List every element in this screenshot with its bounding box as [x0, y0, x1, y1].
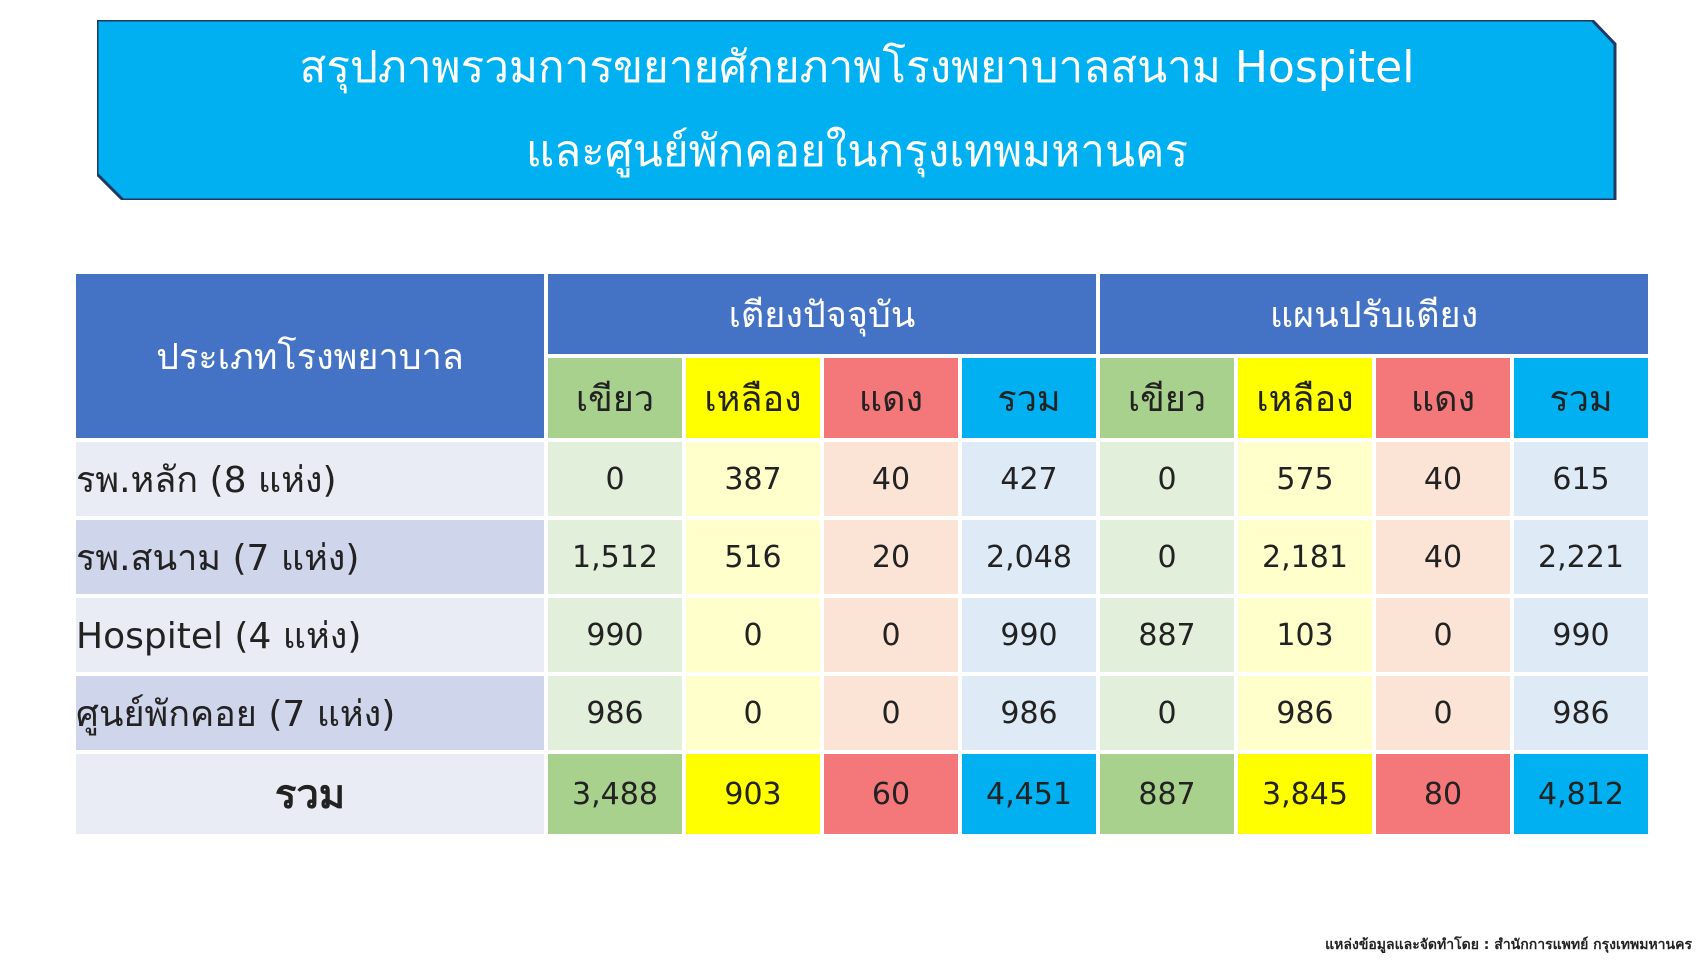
banner-title-line1: สรุปภาพรวมการขยายศักยภาพโรงพยาบาลสนาม Ho… [299, 42, 1415, 93]
cell-plan-total: 990 [1514, 598, 1648, 672]
cell-current-red: 40 [824, 442, 958, 516]
banner-title-line2: และศูนย์พักคอยในกรุงเทพมหานคร [525, 126, 1189, 177]
total-current-yellow: 903 [686, 754, 820, 834]
row-name: รพ.หลัก (8 แห่ง) [76, 442, 544, 516]
cell-current-green: 986 [548, 676, 682, 750]
cell-current-yellow: 0 [686, 598, 820, 672]
total-row: รวม 3,488 903 60 4,451 887 3,845 80 4,81… [76, 754, 1648, 834]
cell-current-yellow: 0 [686, 676, 820, 750]
table-row: Hospitel (4 แห่ง) 990 0 0 990 887 103 0 … [76, 598, 1648, 672]
plan-red-header: แดง [1376, 358, 1510, 438]
cell-current-yellow: 387 [686, 442, 820, 516]
plan-beds-header: แผนปรับเตียง [1100, 274, 1648, 354]
cell-current-total: 2,048 [962, 520, 1096, 594]
plan-green-header: เขียว [1100, 358, 1234, 438]
total-current-red: 60 [824, 754, 958, 834]
cell-current-yellow: 516 [686, 520, 820, 594]
current-green-header: เขียว [548, 358, 682, 438]
title-banner: สรุปภาพรวมการขยายศักยภาพโรงพยาบาลสนาม Ho… [97, 20, 1617, 200]
cell-plan-yellow: 986 [1238, 676, 1372, 750]
cell-current-green: 990 [548, 598, 682, 672]
cell-current-green: 1,512 [548, 520, 682, 594]
banner-shape [97, 20, 1617, 200]
total-current-total: 4,451 [962, 754, 1096, 834]
row-name: Hospitel (4 แห่ง) [76, 598, 544, 672]
hospital-type-header: ประเภทโรงพยาบาล [76, 274, 544, 438]
cell-plan-red: 0 [1376, 598, 1510, 672]
current-yellow-header: เหลือง [686, 358, 820, 438]
cell-plan-yellow: 103 [1238, 598, 1372, 672]
total-current-green: 3,488 [548, 754, 682, 834]
cell-current-red: 20 [824, 520, 958, 594]
cell-plan-green: 887 [1100, 598, 1234, 672]
bed-capacity-table: ประเภทโรงพยาบาล เตียงปัจจุบัน แผนปรับเตี… [72, 270, 1652, 838]
current-total-header: รวม [962, 358, 1096, 438]
row-name: รพ.สนาม (7 แห่ง) [76, 520, 544, 594]
table-row: รพ.หลัก (8 แห่ง) 0 387 40 427 0 575 40 6… [76, 442, 1648, 516]
cell-plan-total: 986 [1514, 676, 1648, 750]
cell-plan-red: 40 [1376, 442, 1510, 516]
plan-total-header: รวม [1514, 358, 1648, 438]
table-row: ศูนย์พักคอย (7 แห่ง) 986 0 0 986 0 986 0… [76, 676, 1648, 750]
cell-plan-red: 40 [1376, 520, 1510, 594]
cell-current-red: 0 [824, 598, 958, 672]
cell-current-green: 0 [548, 442, 682, 516]
source-note: แหล่งข้อมูลและจัดทำโดย : สำนักการแพทย์ ก… [1325, 937, 1692, 953]
cell-plan-total: 615 [1514, 442, 1648, 516]
cell-current-total: 427 [962, 442, 1096, 516]
plan-yellow-header: เหลือง [1238, 358, 1372, 438]
cell-plan-green: 0 [1100, 520, 1234, 594]
cell-plan-green: 0 [1100, 442, 1234, 516]
cell-plan-yellow: 575 [1238, 442, 1372, 516]
cell-plan-yellow: 2,181 [1238, 520, 1372, 594]
table-row: รพ.สนาม (7 แห่ง) 1,512 516 20 2,048 0 2,… [76, 520, 1648, 594]
current-beds-header: เตียงปัจจุบัน [548, 274, 1096, 354]
total-plan-green: 887 [1100, 754, 1234, 834]
total-plan-yellow: 3,845 [1238, 754, 1372, 834]
total-plan-red: 80 [1376, 754, 1510, 834]
cell-current-total: 986 [962, 676, 1096, 750]
total-row-name: รวม [76, 754, 544, 834]
cell-plan-green: 0 [1100, 676, 1234, 750]
cell-plan-total: 2,221 [1514, 520, 1648, 594]
cell-current-total: 990 [962, 598, 1096, 672]
cell-current-red: 0 [824, 676, 958, 750]
current-red-header: แดง [824, 358, 958, 438]
total-plan-total: 4,812 [1514, 754, 1648, 834]
cell-plan-red: 0 [1376, 676, 1510, 750]
row-name: ศูนย์พักคอย (7 แห่ง) [76, 676, 544, 750]
